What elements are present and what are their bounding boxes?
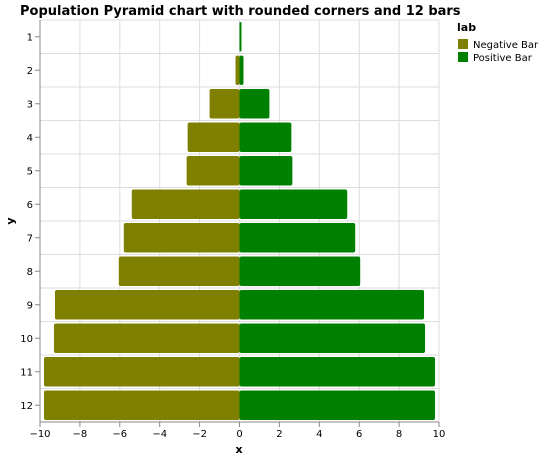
- positive-bar-1[interactable]: [239, 22, 242, 52]
- legend: lab Negative Bar Positive Bar: [457, 21, 539, 64]
- x-tick-label: 4: [316, 429, 322, 440]
- positive-bar-4[interactable]: [239, 122, 292, 152]
- x-tick-label: −2: [192, 429, 207, 440]
- x-tick-label: 8: [396, 429, 402, 440]
- negative-bar-2[interactable]: [235, 55, 240, 85]
- x-tick-label: −4: [152, 429, 167, 440]
- x-tick-label: 6: [356, 429, 362, 440]
- y-tick-label: 11: [20, 367, 33, 378]
- positive-bar-2[interactable]: [239, 55, 244, 85]
- x-tick-label: 0: [236, 429, 242, 440]
- positive-bar-9[interactable]: [239, 290, 425, 320]
- positive-bar-5[interactable]: [239, 156, 293, 186]
- negative-bar-12[interactable]: [43, 390, 240, 420]
- negative-bar-10[interactable]: [53, 323, 240, 353]
- y-tick-label: 12: [20, 401, 33, 412]
- negative-bar-9[interactable]: [54, 290, 240, 320]
- y-tick-label: 8: [27, 267, 33, 278]
- negative-bar-3[interactable]: [209, 89, 240, 119]
- positive-bar-7[interactable]: [239, 223, 356, 253]
- x-tick-label: −8: [73, 429, 88, 440]
- x-tick-label: −6: [112, 429, 127, 440]
- positive-bar-8[interactable]: [239, 256, 361, 286]
- y-tick-label: 1: [27, 32, 33, 43]
- chart-title: Population Pyramid chart with rounded co…: [20, 4, 461, 19]
- x-axis-title: x: [235, 443, 242, 456]
- legend-swatch-negative: [458, 39, 468, 49]
- legend-items: Negative Bar Positive Bar: [458, 39, 539, 64]
- positive-bar-3[interactable]: [239, 89, 270, 119]
- y-tick-label: 2: [27, 66, 33, 77]
- legend-title: lab: [457, 21, 476, 34]
- grid-layer: [39, 19, 440, 423]
- x-tick-label: 2: [276, 429, 282, 440]
- bars-layer: [43, 22, 436, 420]
- y-tick-label: 3: [27, 99, 33, 110]
- positive-bar-11[interactable]: [239, 357, 436, 387]
- legend-label-negative: Negative Bar: [473, 40, 539, 51]
- y-tick-label: 4: [27, 133, 33, 144]
- y-tick-label: 5: [27, 166, 33, 177]
- y-axis-title: y: [4, 217, 17, 224]
- legend-swatch-positive: [458, 52, 468, 62]
- y-tick-label: 10: [20, 334, 33, 345]
- positive-bar-6[interactable]: [239, 189, 348, 219]
- y-tick-label: 7: [27, 233, 33, 244]
- x-tick-label: −10: [29, 429, 50, 440]
- negative-bar-6[interactable]: [131, 189, 240, 219]
- positive-bar-10[interactable]: [239, 323, 426, 353]
- negative-bar-7[interactable]: [123, 223, 240, 253]
- positive-bar-12[interactable]: [239, 390, 436, 420]
- negative-bar-4[interactable]: [187, 122, 240, 152]
- x-tick-label: 10: [433, 429, 446, 440]
- y-tick-label: 6: [27, 200, 33, 211]
- negative-bar-8[interactable]: [118, 256, 240, 286]
- negative-bar-11[interactable]: [43, 357, 240, 387]
- y-tick-label: 9: [27, 300, 33, 311]
- legend-label-positive: Positive Bar: [473, 53, 533, 64]
- negative-bar-5[interactable]: [186, 156, 240, 186]
